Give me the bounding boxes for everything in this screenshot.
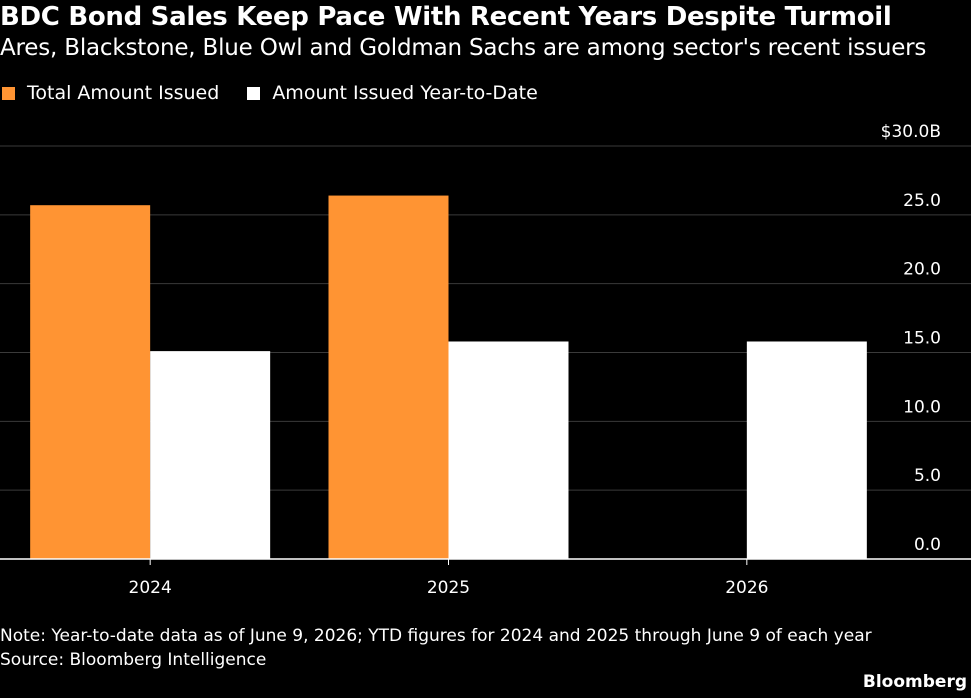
- bar: [30, 205, 151, 560]
- x-tick-label: 2024: [129, 578, 172, 598]
- y-tick-label: 15.0: [903, 329, 941, 349]
- y-tick-label: 25.0: [903, 191, 941, 211]
- y-tick-label: 0.0: [914, 535, 941, 555]
- x-tick-label: 2025: [427, 578, 470, 598]
- legend-label-total: Total Amount Issued: [27, 82, 220, 104]
- bar: [328, 195, 449, 559]
- legend-swatch-ytd: [247, 86, 261, 100]
- legend: Total Amount Issued Amount Issued Year-t…: [0, 80, 564, 106]
- x-tick-label: 2026: [725, 578, 768, 598]
- bar: [448, 341, 569, 559]
- legend-swatch-total: [2, 86, 15, 100]
- legend-item-total: Total Amount Issued: [0, 82, 219, 104]
- bloomberg-logo: Bloomberg: [862, 672, 967, 692]
- y-tick-label: $30.0B: [881, 122, 941, 142]
- legend-label-ytd: Amount Issued Year-to-Date: [272, 82, 538, 104]
- chart-subtitle: Ares, Blackstone, Blue Owl and Goldman S…: [0, 35, 927, 61]
- chart-title: BDC Bond Sales Keep Pace With Recent Yea…: [0, 2, 892, 32]
- y-tick-label: 5.0: [914, 466, 941, 486]
- bar: [746, 341, 867, 559]
- note-text: Note: Year-to-date data as of June 9, 20…: [0, 626, 872, 646]
- chart-footnote: Note: Year-to-date data as of June 9, 20…: [0, 624, 971, 672]
- bar-chart: 0.0 5.0 10.0 15.0 20.0 25.0 $30.0B 2024 2025 2026: [0, 122, 971, 598]
- bar: [150, 351, 271, 559]
- source-text: Source: Bloomberg Intelligence: [0, 650, 267, 670]
- legend-item-ytd: Amount Issued Year-to-Date: [245, 82, 538, 104]
- y-tick-label: 10.0: [903, 397, 941, 417]
- y-tick-label: 20.0: [903, 260, 941, 280]
